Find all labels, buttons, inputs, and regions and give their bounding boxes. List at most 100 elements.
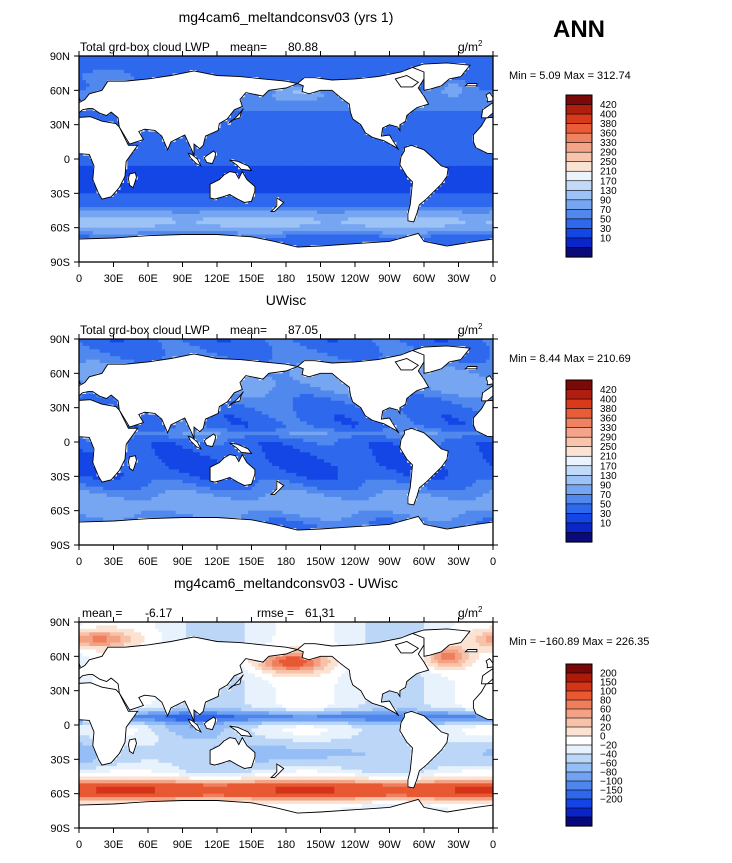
x-tick-label: 0: [76, 839, 82, 851]
colorbar-box: [566, 504, 592, 514]
y-tick-label: 0: [64, 437, 70, 449]
colorbar-box: [566, 456, 592, 466]
coast-samerica: [0, 145, 34, 222]
panel-title: UWisc: [266, 292, 306, 308]
colorbar-box: [566, 772, 592, 781]
coast-eurasia: [482, 354, 712, 439]
colorbar-box: [566, 133, 592, 143]
coast-greenland: [0, 346, 56, 373]
coast-borneo: [618, 434, 630, 447]
x-tick-label: 60E: [138, 839, 158, 851]
x-tick-label: 0: [490, 839, 496, 851]
colorbar-box: [566, 736, 592, 745]
colorbar-box: [566, 162, 592, 172]
mean-label: mean=: [230, 323, 267, 337]
colorbar-box: [566, 390, 592, 400]
rmse-label: rmse =: [257, 606, 294, 620]
colorbar-box: [566, 114, 592, 124]
x-tick-label: 150E: [239, 556, 265, 568]
x-tick-label: 30W: [447, 556, 470, 568]
x-tick-label: 90W: [378, 556, 401, 568]
variable-label: Total grd-box cloud LWP: [80, 40, 210, 54]
colorbar-label: 10: [600, 233, 612, 244]
colorbar-box: [566, 727, 592, 736]
coast-namerica: [0, 67, 15, 149]
coast-madagascar: [543, 739, 551, 754]
colorbar-box: [566, 105, 592, 115]
mean-value: -6.17: [145, 606, 173, 620]
y-tick-label: 0: [64, 720, 70, 732]
x-tick-label: 0: [76, 556, 82, 568]
coast-antarctica: [493, 233, 732, 262]
colorbar-box: [566, 200, 592, 210]
colorbar-box: [566, 664, 592, 673]
colorbar-box: [566, 143, 592, 153]
x-tick-label: 90E: [173, 556, 193, 568]
x-tick-label: 0: [490, 556, 496, 568]
colorbar-box: [566, 817, 592, 826]
x-tick-label: 30W: [447, 839, 470, 851]
min-max-stats: Min = −160.89 Max = 226.35: [509, 636, 649, 648]
colorbar-box: [566, 475, 592, 485]
min-max-stats: Min = 5.09 Max = 312.74: [509, 70, 631, 82]
coast-samerica: [0, 428, 34, 505]
colorbar-box: [566, 190, 592, 200]
x-tick-label: 90W: [378, 839, 401, 851]
x-tick-label: 150W: [306, 839, 335, 851]
coast-newguinea: [644, 160, 666, 170]
x-tick-label: 180: [277, 556, 295, 568]
x-tick-label: 150W: [306, 273, 335, 285]
x-tick-label: 120E: [204, 839, 230, 851]
colorbar-box: [566, 409, 592, 419]
coast-borneo: [618, 151, 630, 164]
colorbar-box: [566, 799, 592, 808]
y-tick-label: 60S: [50, 506, 70, 518]
x-tick-label: 150E: [239, 273, 265, 285]
colorbar-box: [566, 181, 592, 191]
x-tick-label: 30E: [104, 273, 124, 285]
x-tick-label: 60E: [138, 556, 158, 568]
units-label: g/m2: [458, 605, 483, 620]
panel-title: mg4cam6_meltandconsv03 - UWisc: [174, 575, 398, 591]
y-tick-label: 60N: [50, 368, 70, 380]
y-tick-label: 90N: [50, 334, 70, 346]
y-tick-label: 30S: [50, 188, 70, 200]
x-tick-label: 120E: [204, 556, 230, 568]
x-tick-label: 120E: [204, 273, 230, 285]
y-tick-label: 30N: [50, 686, 70, 698]
colorbar-box: [566, 682, 592, 691]
coast-eurasia: [482, 71, 712, 156]
coast-japan: [643, 675, 658, 690]
y-tick-label: 30N: [50, 120, 70, 132]
min-max-stats: Min = 8.44 Max = 210.69: [509, 353, 631, 365]
coast-nz: [685, 764, 698, 778]
colorbar-box: [566, 754, 592, 763]
x-tick-label: 150W: [306, 556, 335, 568]
colorbar-box: [566, 428, 592, 438]
coast-iceland: [465, 84, 477, 86]
y-tick-label: 90S: [50, 540, 70, 552]
colorbar-box: [566, 494, 592, 504]
coast-baffin: [0, 76, 4, 87]
coast-australia: [624, 455, 669, 486]
x-tick-label: 0: [490, 273, 496, 285]
colorbar-box: [566, 418, 592, 428]
colorbar-box: [566, 228, 592, 238]
coast-japan: [643, 109, 658, 124]
x-tick-label: 90E: [173, 839, 193, 851]
coast-namerica: [712, 67, 732, 149]
colorbar-label: 10: [600, 518, 612, 529]
colorbar-box: [566, 380, 592, 390]
colorbar-box: [566, 152, 592, 162]
y-tick-label: 30S: [50, 471, 70, 483]
coast-eurasia: [482, 637, 712, 722]
coast-newguinea: [644, 726, 666, 736]
y-tick-label: 90N: [50, 51, 70, 63]
mean-label: mean=: [230, 40, 267, 54]
x-tick-label: 30E: [104, 556, 124, 568]
colorbar-box: [566, 399, 592, 409]
colorbar-box: [566, 171, 592, 181]
